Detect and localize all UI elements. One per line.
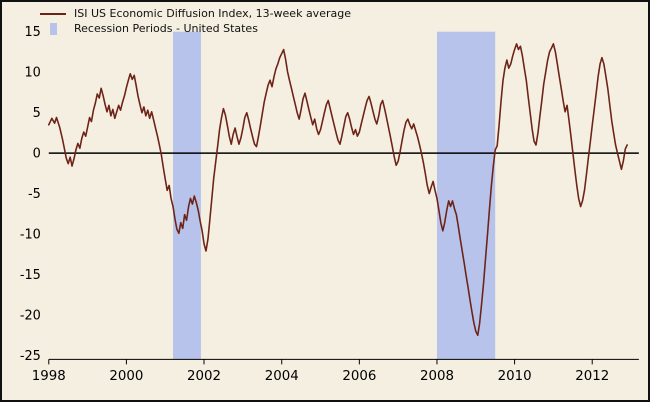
svg-text:2006: 2006 (342, 369, 376, 384)
legend-item-recession-band: Recession Periods - United States (40, 22, 351, 35)
svg-text:2002: 2002 (187, 369, 221, 384)
svg-text:10: 10 (24, 66, 40, 81)
legend-label-index-line: ISI US Economic Diffusion Index, 13-week… (74, 7, 351, 20)
svg-text:5: 5 (33, 106, 41, 121)
svg-text:0: 0 (33, 147, 41, 162)
svg-text:2008: 2008 (420, 369, 454, 384)
chart-legend: ISI US Economic Diffusion Index, 13-week… (40, 7, 351, 35)
recession-band-swatch-icon (49, 22, 57, 35)
legend-item-index-line: ISI US Economic Diffusion Index, 13-week… (40, 7, 351, 20)
svg-text:-15: -15 (20, 268, 41, 283)
svg-text:-25: -25 (20, 349, 41, 364)
legend-label-recession-band: Recession Periods - United States (74, 22, 258, 35)
svg-text:2012: 2012 (575, 369, 609, 384)
svg-text:1998: 1998 (32, 369, 66, 384)
svg-text:-20: -20 (20, 308, 41, 323)
svg-text:15: 15 (24, 25, 40, 40)
svg-text:-10: -10 (20, 228, 41, 243)
line-series-swatch-icon (40, 12, 66, 15)
svg-text:-5: -5 (28, 187, 41, 202)
svg-text:2000: 2000 (109, 369, 143, 384)
svg-text:2004: 2004 (265, 369, 299, 384)
svg-text:2010: 2010 (498, 369, 532, 384)
